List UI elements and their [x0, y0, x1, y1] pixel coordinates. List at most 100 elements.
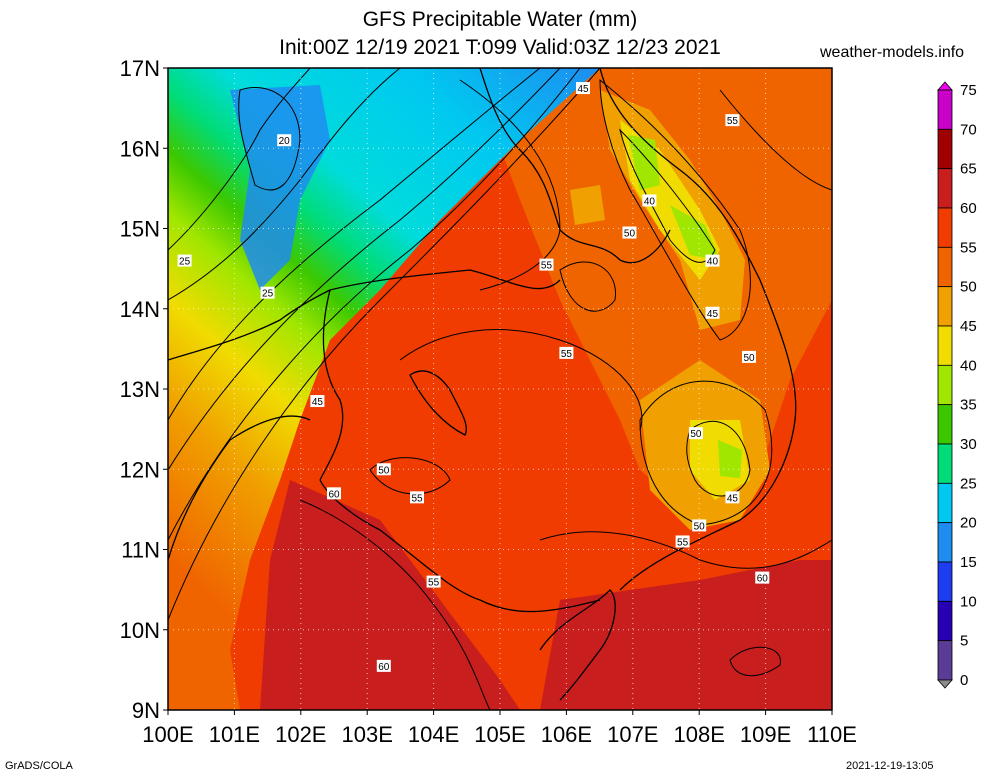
- contour-label: 45: [312, 397, 324, 408]
- lat-label: 17N: [120, 56, 160, 81]
- contour-label: 50: [690, 429, 702, 440]
- colorbar-bottom-arrow: [937, 679, 953, 689]
- contour-label-bg: [559, 346, 574, 359]
- colorbar-swatch: [937, 522, 953, 563]
- lon-label: 101E: [209, 722, 260, 747]
- lat-label: 16N: [120, 136, 160, 161]
- chart-title: GFS Precipitable Water (mm): [362, 8, 638, 31]
- lon-label: 103E: [342, 722, 393, 747]
- colorbar-swatch: [937, 640, 953, 681]
- colorbar-label: 0: [960, 672, 968, 689]
- lon-label: 106E: [541, 722, 592, 747]
- contour-label-bg: [576, 82, 590, 95]
- colorbar-label: 75: [960, 82, 977, 99]
- contour-label-bg: [277, 134, 292, 147]
- contour-label: 50: [378, 465, 390, 476]
- lon-label: 107E: [607, 722, 658, 747]
- colorbar-label: 10: [960, 593, 977, 610]
- contour-label-bg: [177, 254, 192, 267]
- contour-label: 25: [262, 289, 274, 300]
- lon-label: 109E: [740, 722, 791, 747]
- contour-lines: [168, 68, 832, 710]
- colorbar-top-arrow: [937, 81, 953, 91]
- lon-label: 102E: [275, 722, 326, 747]
- colorbar-label: 35: [960, 397, 977, 414]
- colorbar-label: 25: [960, 475, 977, 492]
- contour-label: 60: [328, 489, 340, 500]
- colorbar-label: 60: [960, 200, 977, 217]
- lon-label: 104E: [408, 722, 459, 747]
- colorbar-swatch: [937, 286, 953, 327]
- contour-label: 60: [378, 662, 390, 673]
- contour-label-bg: [310, 395, 325, 408]
- contour-label-bg: [426, 575, 441, 588]
- colorbar-label: 30: [960, 436, 977, 453]
- lat-label: 12N: [120, 457, 160, 482]
- contour-label: 50: [694, 521, 706, 532]
- lon-label: 110E: [807, 722, 857, 747]
- colorbar-swatch: [937, 89, 953, 130]
- colorbar-label: 55: [960, 239, 977, 256]
- colorbar-swatch: [937, 482, 953, 524]
- contour-label: 55: [561, 349, 573, 360]
- site-credit: weather-models.info: [820, 44, 965, 61]
- contour-label: 55: [541, 261, 553, 272]
- colorbar-label: 20: [960, 515, 977, 532]
- colorbar-label: 65: [960, 161, 977, 178]
- contour-label: 45: [577, 84, 589, 95]
- contour-label-bg: [376, 463, 391, 476]
- contour-label: 40: [644, 196, 656, 207]
- colorbar-swatch: [937, 561, 953, 602]
- colorbar-swatch: [937, 246, 953, 288]
- colorbar-swatch: [937, 168, 953, 209]
- contour-label: 55: [411, 493, 423, 504]
- colorbar-swatch: [937, 364, 953, 406]
- contour-label-bg: [376, 659, 391, 672]
- lat-label: 14N: [120, 297, 160, 322]
- colorbar-label: 5: [960, 633, 968, 650]
- contour-label-bg: [410, 491, 424, 504]
- contour-label: 60: [757, 574, 769, 585]
- footer-timestamp: 2021-12-19-13:05: [846, 760, 934, 772]
- contour-label: 55: [428, 578, 440, 589]
- contour-label-bg: [725, 114, 740, 127]
- contour-label-bg: [705, 306, 720, 319]
- colorbar-swatch: [937, 128, 953, 170]
- colorbar-label: 15: [960, 554, 977, 571]
- contour-label-bg: [692, 519, 707, 532]
- footer-software: GrADS/COLA: [5, 760, 73, 772]
- contour-label: 45: [707, 309, 719, 320]
- colorbar-label: 40: [960, 357, 977, 374]
- longitude-labels: 100E 101E 102E 103E 104E 105E 106E 107E 108E 109E…: [142, 710, 857, 747]
- gridlines: [168, 68, 832, 710]
- contour-label-bg: [675, 535, 690, 548]
- contour-label: 40: [707, 257, 719, 268]
- lat-label: 11N: [121, 538, 160, 563]
- contour-label: 50: [624, 229, 636, 240]
- colorbar-swatch: [937, 443, 953, 484]
- colorbar-swatch: [937, 404, 953, 445]
- contour-label: 20: [279, 136, 291, 147]
- latitude-labels: 17N 16N 15N 14N 13N 12N 11N 10N 9N: [120, 56, 168, 723]
- contour-label-bg: [725, 491, 740, 504]
- colorbar-swatch: [937, 600, 953, 642]
- lat-label: 10N: [120, 618, 160, 643]
- precip-field: [168, 68, 832, 710]
- colorbar-swatch: [937, 325, 953, 366]
- contour-label: 45: [727, 493, 739, 504]
- contour-label-bg: [755, 571, 770, 584]
- lon-label: 100E: [142, 722, 193, 747]
- lon-label: 105E: [474, 722, 525, 747]
- contour-label: 50: [743, 353, 755, 364]
- contour-label-bg: [705, 254, 720, 267]
- colorbar-label: 50: [960, 279, 977, 296]
- lat-label: 9N: [132, 698, 160, 723]
- colorbar-label: 45: [960, 318, 977, 335]
- colorbar-label: 70: [960, 121, 977, 138]
- contour-label: 55: [727, 116, 739, 127]
- contour-labels: 45 55 20 40 50 40 25 55 25 45 55 50 45 50 50 60 55 45 50 55…: [177, 82, 770, 673]
- contour-label-bg: [539, 258, 554, 271]
- lat-label: 15N: [120, 217, 160, 242]
